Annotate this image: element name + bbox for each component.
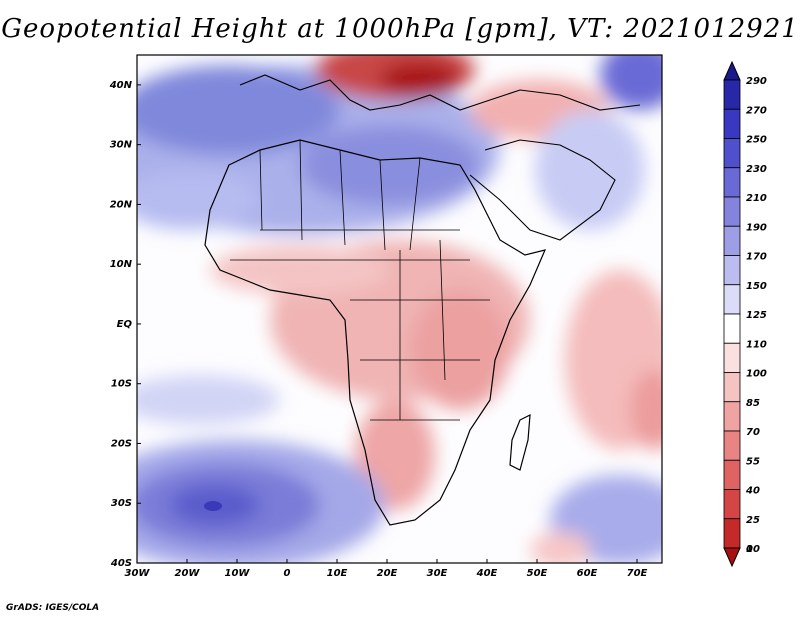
longitude-labels: 30W 20W 10W 0 10E 20E 30E 40E 50E 60E 70E [125,568,648,579]
colorbar-label: 40 [745,486,760,497]
lon-label: 40E [476,568,498,579]
colorbar-label: 210 [746,193,767,204]
colorbar-segment [723,284,741,315]
lon-label: 20W [175,568,201,579]
colorbar-segment [723,372,741,403]
lat-label: 30N [110,140,133,151]
colorbar-bottom-arrow [723,547,741,568]
lat-label: 40S [110,558,132,569]
colorbar-label: 25 [746,515,760,526]
lon-label: 0 [284,568,291,579]
colorbar-label: 125 [746,310,767,321]
europe-coastline [239,74,641,111]
arabia-coastline [469,139,616,241]
lat-label: 30S [111,498,132,509]
colorbar-label: 55 [746,456,760,467]
colorbar-label: 110 [746,339,767,350]
lat-label: 10N [110,259,133,270]
map-title: Geopotential Height at 1000hPa [gpm], VT… [1,14,799,44]
colorbar-segment [723,430,741,461]
lon-label: 60E [577,568,598,579]
latitude-labels: 40N 30N 20N 10N EQ 10S 20S 30S 40S [109,80,133,569]
lat-label: 20S [111,438,132,449]
high-pressure-core [204,501,222,511]
colorbar-label: 290 [746,76,767,87]
colorbar-segment [723,167,741,198]
colorbar-label: 10 [746,544,760,555]
lat-label: EQ [117,319,133,330]
colorbar-label: 70 [746,427,760,438]
colorbar-label: 170 [746,252,767,263]
lon-label: 20E [377,568,398,579]
colorbar-label: 190 [746,222,767,233]
colorbar-label: 85 [746,398,760,409]
colorbar-label: 230 [746,164,767,175]
country-borders [230,139,490,421]
colorbar-segment [723,459,741,490]
lon-label: 50E [527,568,548,579]
colorbar-top-arrow [723,60,741,81]
map-frame [136,54,663,564]
lon-label: 70E [627,568,648,579]
colorbar: 2902702502302101901701501251101008570554… [723,60,767,568]
colorbar-segment [723,401,741,432]
colorbar-segment [723,313,741,344]
lat-label: 10S [111,379,132,390]
height-field [137,55,662,563]
colorbar-segment [723,108,741,139]
axis-ticks [136,84,638,564]
colorbar-segment [723,196,741,227]
grads-credit: GrADS: IGES/COLA [6,603,100,613]
colorbar-label: 100 [746,369,767,380]
colorbar-segment [723,79,741,110]
colorbar-label: 250 [746,135,767,146]
africa-coastline [204,139,547,526]
lon-label: 10W [225,568,251,579]
colorbar-segment [723,225,741,256]
colorbar-segment [723,138,741,169]
lat-label: 20N [110,199,133,210]
colorbar-segment [723,489,741,520]
lon-label: 30W [125,568,151,579]
colorbar-label: 270 [746,105,767,116]
colorbar-segment [723,342,741,373]
lat-label: 40N [109,80,133,91]
colorbar-label: 0 [746,544,753,555]
colorbar-segment [723,518,741,549]
lon-label: 30E [427,568,448,579]
lon-label: 10E [327,568,348,579]
colorbar-segment [723,255,741,286]
colorbar-label: 150 [746,281,767,292]
madagascar-coastline [509,413,531,471]
